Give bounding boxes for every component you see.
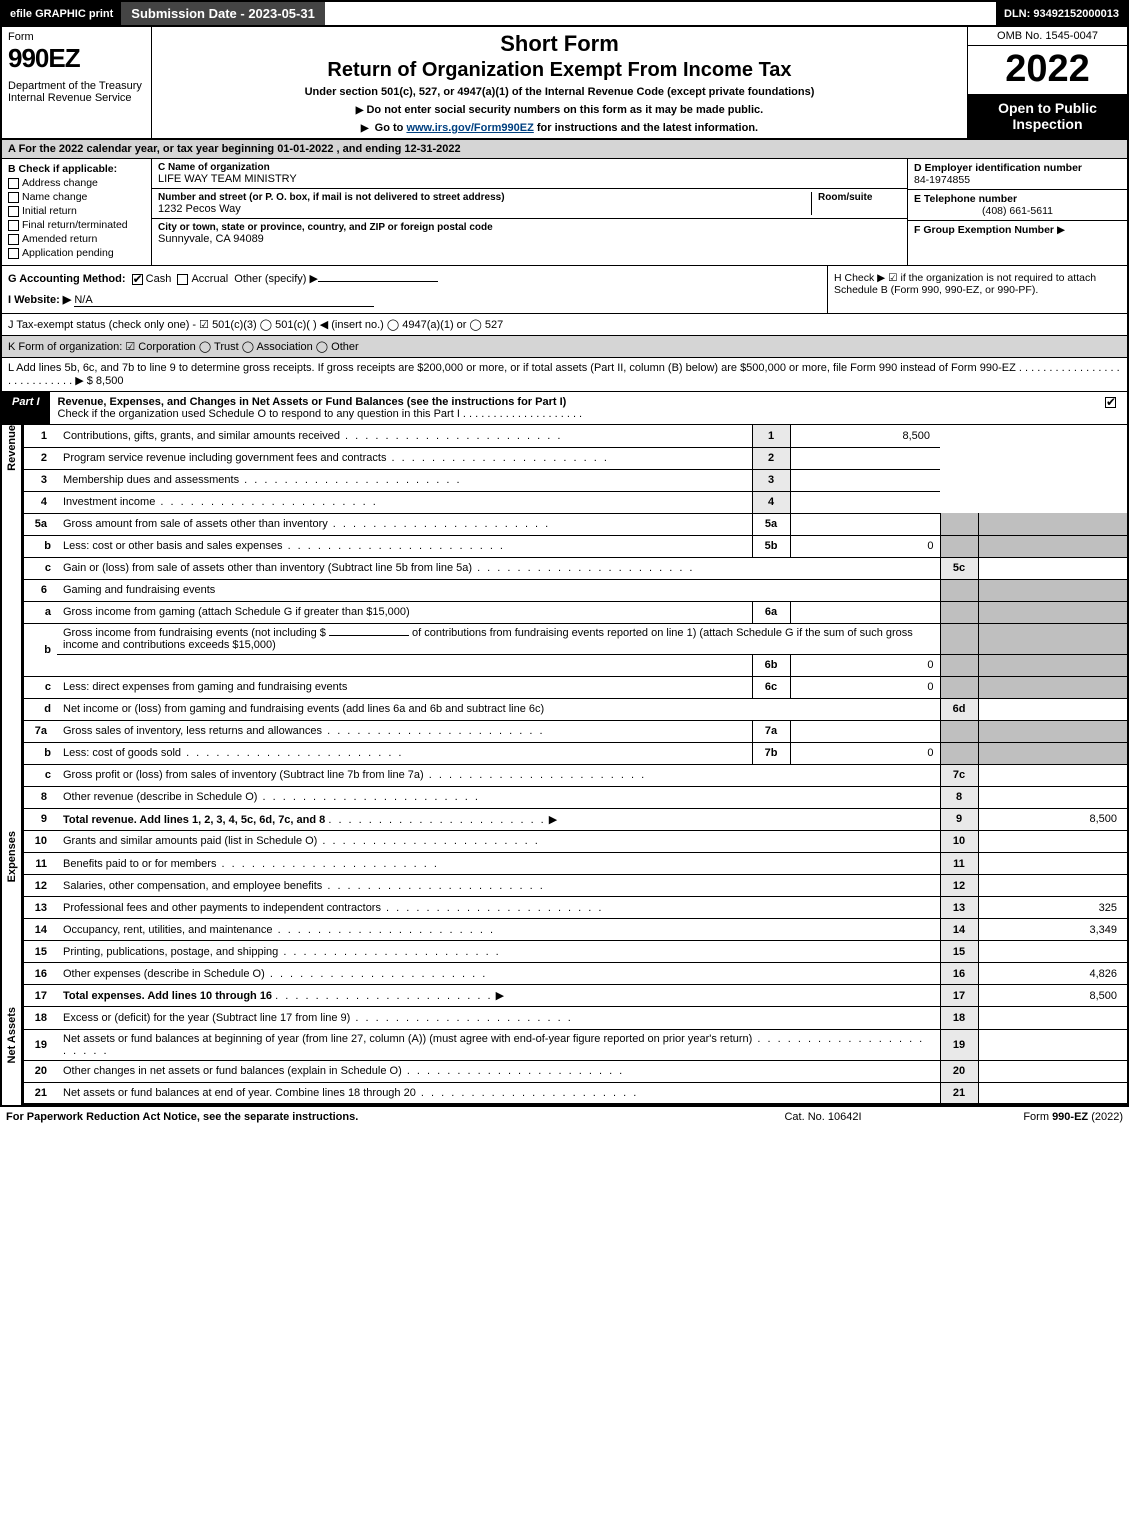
arrow-icon: ▶ [1057,224,1065,236]
net-assets-side-label: Net Assets [0,1007,22,1105]
org-name: LIFE WAY TEAM MINISTRY [158,173,901,185]
revenue-side-label: Revenue [0,425,22,831]
open-inspection: Open to Public Inspection [968,94,1127,138]
tax-year: 2022 [968,46,1127,94]
check-final-return[interactable]: Final return/terminated [8,219,145,231]
c-name-label: C Name of organization [158,162,901,173]
table-row: 15Printing, publications, postage, and s… [23,941,1128,963]
efile-print-button[interactable]: efile GRAPHIC print [2,2,121,25]
check-application-pending[interactable]: Application pending [8,247,145,259]
form-number: 990EZ [8,43,145,74]
footer-catno: Cat. No. 10642I [723,1111,923,1123]
main-title: Return of Organization Exempt From Incom… [158,59,961,82]
website-value: N/A [74,294,374,307]
table-row: 17Total expenses. Add lines 10 through 1… [23,985,1128,1007]
table-row: 7aGross sales of inventory, less returns… [23,720,1128,742]
check-accrual[interactable] [177,274,188,285]
form-header: Form 990EZ Department of the Treasury In… [0,27,1129,140]
table-row: 8Other revenue (describe in Schedule O)8 [23,786,1128,808]
top-bar: efile GRAPHIC print Submission Date - 20… [0,0,1129,27]
line-j: J Tax-exempt status (check only one) - ☑… [0,314,1129,336]
table-row: 4Investment income4 [23,491,1128,513]
table-row: cGross profit or (loss) from sales of in… [23,764,1128,786]
f-group-label: F Group Exemption Number [914,224,1054,236]
part-i-tag: Part I [2,392,50,424]
section-g-h-i: G Accounting Method: Cash Accrual Other … [0,266,1129,314]
table-row: 2Program service revenue including gover… [23,447,1128,469]
table-row: cGain or (loss) from sale of assets othe… [23,557,1128,579]
table-row: 14Occupancy, rent, utilities, and mainte… [23,919,1128,941]
expenses-table: 10Grants and similar amounts paid (list … [22,831,1129,1008]
dln-label: DLN: 93492152000013 [996,2,1127,25]
d-ein-value: 84-1974855 [914,174,1121,186]
table-row: 20Other changes in net assets or fund ba… [23,1060,1128,1082]
org-street: 1232 Pecos Way [158,203,811,215]
footer-formref: Form 990-EZ (2022) [923,1111,1123,1123]
check-address-change[interactable]: Address change [8,177,145,189]
check-amended-return[interactable]: Amended return [8,233,145,245]
short-form-title: Short Form [158,31,961,57]
table-row: 3Membership dues and assessments3 [23,469,1128,491]
table-row: 5aGross amount from sale of assets other… [23,513,1128,535]
c-city-label: City or town, state or province, country… [158,222,493,233]
h-check: H Check ▶ ☑ if the organization is not r… [827,266,1127,313]
check-name-change[interactable]: Name change [8,191,145,203]
dept-label: Department of the Treasury Internal Reve… [8,80,145,104]
part-i-check-line: Check if the organization used Schedule … [58,408,583,420]
form-label: Form [8,31,145,43]
omb-number: OMB No. 1545-0047 [968,27,1127,46]
check-initial-return[interactable]: Initial return [8,205,145,217]
line-k: K Form of organization: ☑ Corporation ◯ … [0,336,1129,358]
section-b-c-d: B Check if applicable: Address change Na… [0,159,1129,266]
irs-link[interactable]: www.irs.gov/Form990EZ [406,122,533,134]
table-row: 18Excess or (deficit) for the year (Subt… [23,1007,1128,1029]
line-l: L Add lines 5b, 6c, and 7b to line 9 to … [0,358,1129,392]
table-row: 9Total revenue. Add lines 1, 2, 3, 4, 5c… [23,808,1128,830]
org-city: Sunnyvale, CA 94089 [158,233,493,245]
irs-link-line: Go to www.irs.gov/Form990EZ for instruct… [158,122,961,134]
g-label: G Accounting Method: [8,273,126,285]
part-i-header: Part I Revenue, Expenses, and Changes in… [0,392,1129,425]
ssn-warning: Do not enter social security numbers on … [158,104,961,116]
net-assets-table: 18Excess or (deficit) for the year (Subt… [22,1007,1129,1105]
check-cash[interactable] [132,274,143,285]
table-row: 21Net assets or fund balances at end of … [23,1082,1128,1104]
table-row: 13Professional fees and other payments t… [23,897,1128,919]
i-website-label: I Website: ▶ [8,294,71,306]
e-phone-value: (408) 661-5611 [914,205,1121,217]
table-row: 6Gaming and fundraising events [23,579,1128,601]
d-ein-label: D Employer identification number [914,162,1121,174]
revenue-table: 1Contributions, gifts, grants, and simil… [22,425,1129,831]
table-row: 6b0 [23,654,1128,676]
table-row: dNet income or (loss) from gaming and fu… [23,698,1128,720]
submission-date: Submission Date - 2023-05-31 [121,2,325,25]
table-row: 10Grants and similar amounts paid (list … [23,831,1128,853]
table-row: 16Other expenses (describe in Schedule O… [23,963,1128,985]
footer-paperwork: For Paperwork Reduction Act Notice, see … [6,1111,723,1123]
part-i-title: Revenue, Expenses, and Changes in Net As… [58,396,567,408]
line-a: A For the 2022 calendar year, or tax yea… [0,140,1129,159]
page-footer: For Paperwork Reduction Act Notice, see … [0,1105,1129,1127]
room-label: Room/suite [818,192,901,203]
subtitle: Under section 501(c), 527, or 4947(a)(1)… [158,86,961,98]
table-row: 12Salaries, other compensation, and empl… [23,875,1128,897]
table-row: cLess: direct expenses from gaming and f… [23,676,1128,698]
table-row: bGross income from fundraising events (n… [23,623,1128,654]
other-specify-input[interactable] [318,281,438,282]
part-i-checkbox[interactable] [1105,397,1116,408]
table-row: aGross income from gaming (attach Schedu… [23,601,1128,623]
c-street-label: Number and street (or P. O. box, if mail… [158,192,811,203]
table-row: 11Benefits paid to or for members11 [23,853,1128,875]
table-row: 19Net assets or fund balances at beginni… [23,1029,1128,1060]
table-row: 1Contributions, gifts, grants, and simil… [23,425,1128,447]
expenses-side-label: Expenses [0,831,22,1008]
e-phone-label: E Telephone number [914,193,1121,205]
table-row: bLess: cost or other basis and sales exp… [23,535,1128,557]
table-row: bLess: cost of goods sold7b0 [23,742,1128,764]
b-title: B Check if applicable: [8,163,145,175]
